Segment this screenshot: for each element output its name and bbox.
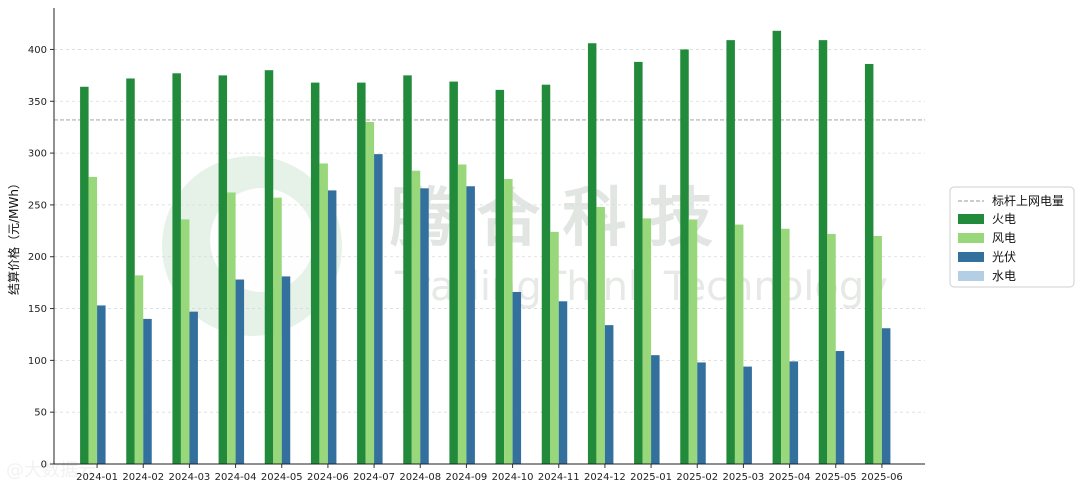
- legend-label: 风电: [992, 231, 1016, 245]
- x-tick-label: 2024-11: [538, 472, 580, 483]
- watermark-corner-text: @大数据云: [6, 460, 96, 481]
- bar: [781, 228, 790, 464]
- legend-swatch: [958, 214, 984, 224]
- bar: [651, 355, 660, 464]
- bar: [726, 40, 735, 465]
- y-tick-label: 400: [28, 45, 47, 56]
- y-tick-label: 0: [41, 460, 47, 471]
- bar: [457, 164, 467, 464]
- legend-label: 标杆上网电量: [992, 194, 1064, 208]
- legend-swatch: [958, 252, 984, 262]
- bar: [495, 89, 505, 464]
- bar: [743, 366, 752, 464]
- bar: [772, 30, 782, 465]
- bar: [310, 82, 320, 465]
- x-tick-label: 2024-01: [76, 472, 118, 483]
- axes: 0 50 100 150 200 250 300 350 400 2024-01 2024-02 20…: [28, 8, 925, 483]
- x-tick-label: 2024-08: [399, 472, 441, 483]
- bar: [281, 276, 291, 464]
- x-tick-label: 2024-05: [261, 472, 303, 483]
- x-tick-label: 2024-07: [353, 472, 395, 483]
- x-tick-label: 2025-02: [676, 472, 718, 483]
- bar: [227, 192, 236, 465]
- bar: [411, 170, 421, 464]
- bar: [642, 218, 652, 464]
- bar: [596, 206, 605, 464]
- y-tick-label: 350: [28, 97, 47, 108]
- x-tick-label: 2025-06: [861, 472, 903, 483]
- bar: [541, 84, 551, 464]
- bar: [818, 40, 828, 465]
- bar: [357, 82, 366, 465]
- bar: [881, 328, 891, 464]
- bar: [273, 197, 282, 464]
- bar: [558, 301, 568, 464]
- bar: [403, 75, 412, 464]
- legend-label: 水电: [992, 269, 1016, 283]
- y-tick-label: 50: [34, 408, 47, 419]
- legend-label: 火电: [992, 212, 1016, 226]
- x-tick-label: 2024-03: [169, 472, 211, 483]
- bar: [550, 231, 559, 464]
- bar: [374, 154, 383, 465]
- bar: [873, 236, 882, 464]
- bar: [218, 75, 228, 464]
- bar: [688, 219, 698, 464]
- bar: [697, 362, 706, 464]
- x-tick-label: 2024-04: [215, 472, 257, 483]
- bar: [319, 163, 328, 465]
- bar: [126, 78, 135, 465]
- x-tick-label: 2025-01: [630, 472, 672, 483]
- bar: [180, 219, 190, 464]
- bar: [864, 63, 874, 465]
- x-tick-label: 2024-09: [446, 472, 488, 483]
- bar: [88, 176, 98, 464]
- bar: [466, 186, 475, 464]
- y-axis-label: 结算价格（元/MWh）: [6, 177, 21, 295]
- y-tick-label: 200: [28, 252, 47, 263]
- x-tick-label: 2024-12: [584, 472, 626, 483]
- bar: [172, 73, 181, 465]
- bar: [235, 279, 245, 464]
- bar: [143, 318, 152, 464]
- legend-swatch: [958, 271, 984, 281]
- bar: [835, 351, 845, 464]
- y-tick-label: 300: [28, 149, 47, 160]
- y-tick-label: 250: [28, 200, 47, 211]
- bar: [604, 325, 614, 464]
- x-tick-label: 2025-05: [815, 472, 857, 483]
- bar: [827, 233, 836, 464]
- bars: [80, 30, 891, 465]
- bar: [97, 305, 106, 464]
- y-tick-label: 150: [28, 304, 47, 315]
- bar: [420, 188, 429, 464]
- x-tick-label: 2025-03: [723, 472, 765, 483]
- y-tick-label: 100: [28, 356, 47, 367]
- bar: [789, 361, 799, 464]
- bar: [512, 291, 522, 464]
- bar: [680, 49, 689, 465]
- watermark-logo-inner-icon: [210, 188, 314, 292]
- x-tick-label: 2024-02: [122, 472, 164, 483]
- legend-swatch: [958, 233, 984, 243]
- x-tick-label: 2024-10: [492, 472, 534, 483]
- legend-label: 光伏: [992, 250, 1016, 264]
- bar: [504, 179, 513, 464]
- x-tick-label: 2025-04: [769, 472, 811, 483]
- bar: [587, 43, 597, 465]
- bar: [80, 86, 89, 464]
- bar: [449, 81, 458, 464]
- bar: [264, 70, 274, 464]
- bar: [634, 61, 643, 465]
- bar: [365, 122, 375, 464]
- bar: [189, 311, 198, 464]
- bar: [134, 275, 144, 464]
- x-tick-label: 2024-06: [307, 472, 349, 483]
- bar: [327, 190, 337, 464]
- grid: [54, 49, 925, 413]
- bar: [734, 224, 744, 464]
